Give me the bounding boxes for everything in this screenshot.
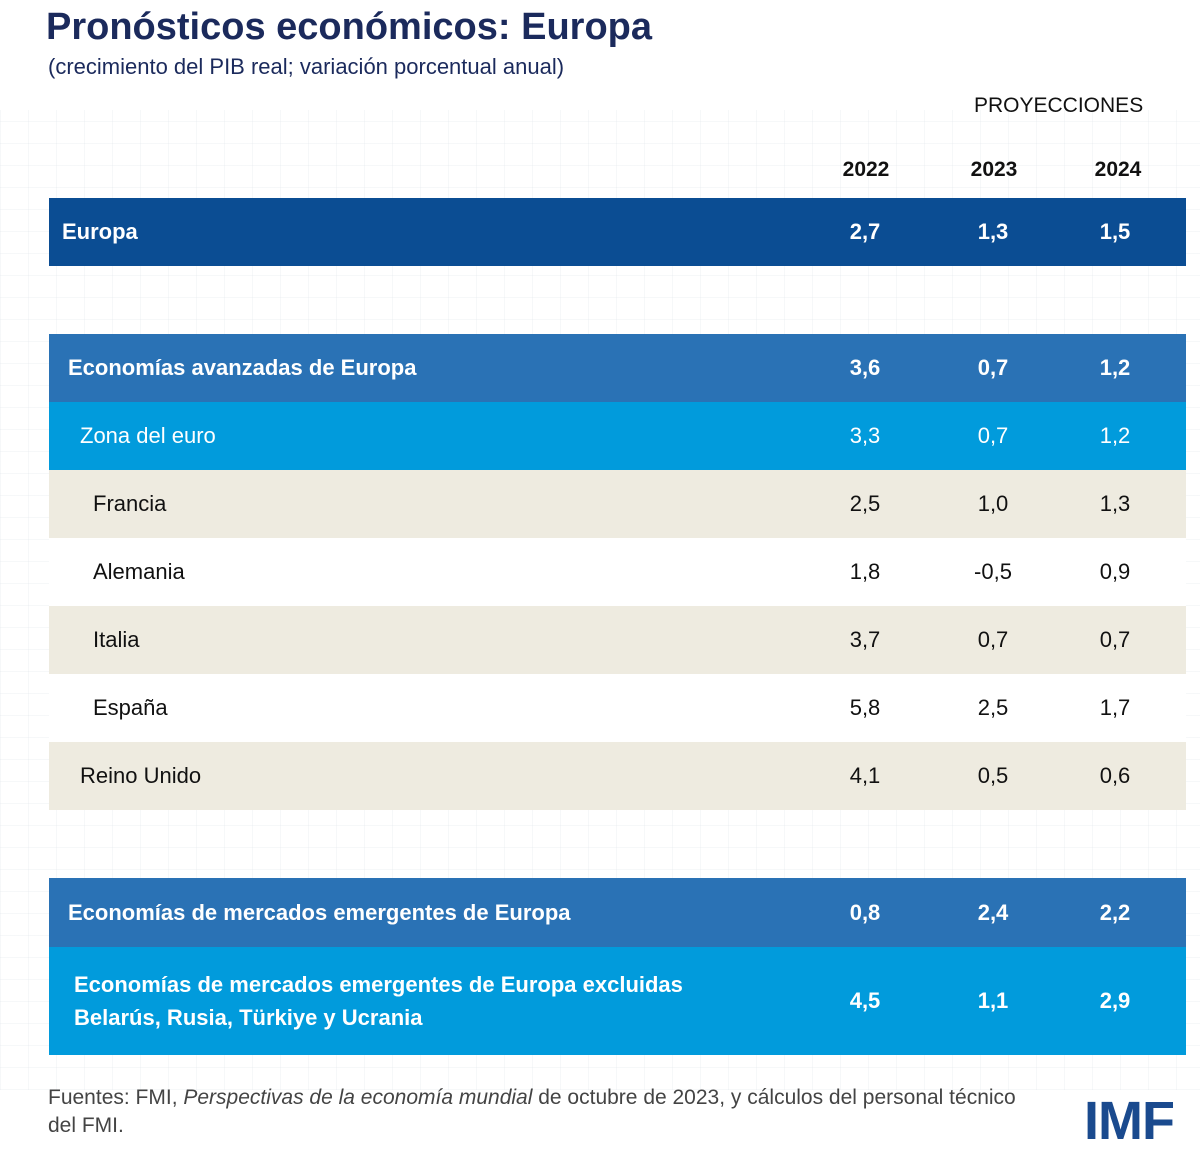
- footer-text: Fuentes: FMI,: [48, 1086, 184, 1109]
- row-label-text: Alemania: [93, 559, 185, 584]
- cell-value-2024: 0,6: [1099, 763, 1131, 788]
- table-row: Italia 3,7 0,7 0,7: [49, 606, 1186, 674]
- cell-value-2023: 1,1: [977, 988, 1009, 1013]
- row-label-text: Economías avanzadas de Europa: [68, 355, 417, 380]
- row-label: Italia: [49, 627, 1186, 653]
- table-row: Reino Unido 4,1 0,5 0,6: [49, 742, 1186, 810]
- cell-value-2024: 1,7: [1099, 695, 1131, 720]
- cell-value-2024: 1,2: [1099, 423, 1131, 448]
- cell-value-2022: 4,1: [849, 763, 881, 788]
- row-label-text: Economías de mercados emergentes de Euro…: [74, 972, 683, 997]
- row-label: Alemania: [49, 559, 1186, 585]
- table-row: Europa 2,7 1,3 1,5: [49, 198, 1186, 266]
- cell-value-2022: 3,7: [849, 627, 881, 652]
- table-row: Zona del euro 3,3 0,7 1,2: [49, 402, 1186, 470]
- table-row: Francia 2,5 1,0 1,3: [49, 470, 1186, 538]
- row-label: Economías de mercados emergentes de Euro…: [49, 968, 1186, 1034]
- cell-value-2024: 0,7: [1099, 627, 1131, 652]
- subtitle: (crecimiento del PIB real; variación por…: [48, 54, 565, 79]
- row-label-text: Belarús, Rusia, Türkiye y Ucrania: [74, 1005, 423, 1030]
- cell-value-2023: 1,3: [977, 219, 1009, 244]
- cell-value-2022: 2,7: [849, 219, 881, 244]
- imf-logo: IMF: [1084, 1091, 1175, 1151]
- row-label: Zona del euro: [49, 423, 1186, 449]
- row-label: Reino Unido: [49, 763, 1186, 789]
- cell-value-2024: 0,9: [1099, 559, 1131, 584]
- cell-value-2023: -0,5: [974, 559, 1012, 584]
- cell-value-2024: 1,2: [1099, 355, 1131, 380]
- cell-value-2022: 2,5: [849, 491, 881, 516]
- row-label: Francia: [49, 491, 1186, 517]
- cell-value-2022: 5,8: [849, 695, 881, 720]
- projections-label: PROYECCIONES: [974, 94, 1144, 117]
- row-label: España: [49, 695, 1186, 721]
- page-title: Pronósticos económicos: Europa: [46, 6, 652, 48]
- row-label: Europa: [49, 219, 1186, 245]
- footer-text: de octubre de 2023, y cálculos del perso…: [48, 1086, 1016, 1137]
- footer-source: Fuentes: FMI, Perspectivas de la economí…: [48, 1084, 1048, 1140]
- cell-value-2024: 1,5: [1099, 219, 1131, 244]
- cell-value-2022: 3,3: [849, 423, 881, 448]
- row-label-text: Europa: [62, 219, 138, 244]
- cell-value-2023: 0,7: [977, 627, 1009, 652]
- table-row: Economías de mercados emergentes de Euro…: [49, 947, 1186, 1055]
- cell-value-2023: 0,7: [977, 355, 1009, 380]
- cell-value-2022: 1,8: [849, 559, 881, 584]
- cell-value-2023: 1,0: [977, 491, 1009, 516]
- cell-value-2022: 3,6: [849, 355, 881, 380]
- row-label-text: Zona del euro: [80, 423, 216, 448]
- year-header: 2024: [1094, 158, 1142, 181]
- cell-value-2024: 2,9: [1099, 988, 1131, 1013]
- cell-value-2024: 2,2: [1099, 899, 1131, 925]
- cell-value-2024: 1,3: [1099, 491, 1131, 516]
- row-label: Economías de mercados emergentes de Euro…: [49, 900, 1186, 926]
- row-label-text: Reino Unido: [80, 763, 202, 788]
- footer-publication: Perspectivas de la economía mundial: [183, 1086, 533, 1109]
- table-row: Economías avanzadas de Europa 3,6 0,7 1,2: [49, 334, 1186, 402]
- cell-value-2023: 0,7: [977, 423, 1009, 448]
- cell-value-2023: 2,4: [977, 899, 1009, 925]
- cell-value-2022: 4,5: [849, 988, 881, 1013]
- row-label-text: España: [93, 695, 168, 720]
- cell-value-2022: 0,8: [849, 899, 881, 925]
- row-label-text: Economías de mercados emergentes de Euro…: [68, 899, 571, 925]
- cell-value-2023: 2,5: [977, 695, 1009, 720]
- row-label-text: Francia: [93, 491, 167, 516]
- row-label: Economías avanzadas de Europa: [49, 355, 1186, 381]
- table-row: Economías de mercados emergentes de Euro…: [49, 878, 1186, 947]
- table-row: España 5,8 2,5 1,7: [49, 674, 1186, 742]
- row-label-text: Italia: [93, 627, 140, 652]
- cell-value-2023: 0,5: [977, 763, 1009, 788]
- year-header: 2022: [842, 158, 890, 181]
- table-row: Alemania 1,8 -0,5 0,9: [49, 538, 1186, 606]
- year-header: 2023: [970, 158, 1018, 181]
